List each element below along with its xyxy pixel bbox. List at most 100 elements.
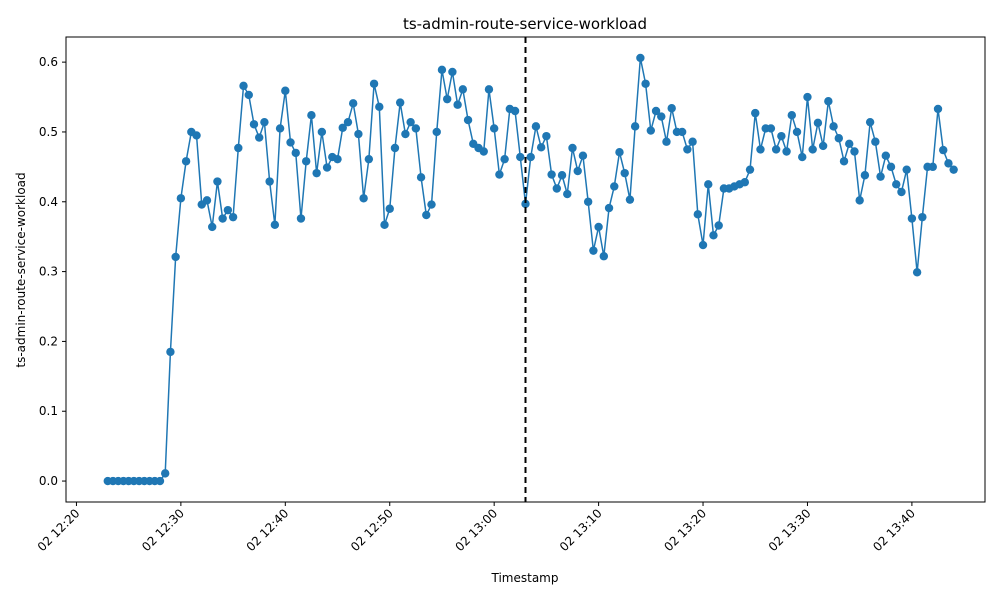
data-point [181,157,191,166]
data-point [448,67,457,77]
x-tick-label: 02 12:20 [35,506,83,554]
data-point [881,151,890,160]
data-point [354,129,363,139]
data-point [307,111,316,120]
data-point [166,347,175,357]
data-point [704,180,713,189]
data-point [542,131,551,141]
x-axis: 02 12:20 02 12:30 02 12:40 02 12:50 02 13:00… [35,502,918,554]
data-point [458,85,468,94]
data-point [223,205,233,215]
data-point [510,106,520,116]
data-point [949,165,958,174]
data-point [771,145,781,154]
data-point [657,112,666,121]
data-point [338,123,347,132]
data-point [521,199,530,209]
data-point [275,124,285,133]
data-point [369,79,379,88]
data-point [239,81,248,91]
data-point [751,108,760,118]
data-point [416,173,426,182]
data-point [395,98,405,107]
data-point [380,220,389,230]
y-tick-label: 0.5 [39,125,58,139]
data-point [646,126,656,135]
data-point [500,154,509,164]
data-point [792,127,802,137]
data-point [756,145,765,154]
data-point [265,177,274,186]
data-point [385,204,394,213]
data-point [886,162,896,172]
x-axis-label: Timestamp [491,571,559,585]
data-point [442,94,452,104]
data-point [636,53,645,63]
data-point [918,212,927,222]
y-tick-label: 0.3 [39,265,58,279]
data-point [745,165,755,174]
series-line [107,57,955,482]
data-point [422,210,431,220]
data-point [333,154,342,164]
data-point [677,127,687,137]
data-point [667,104,676,113]
data-point [557,171,567,180]
x-tick-label: 02 12:50 [348,506,396,554]
data-point [845,139,854,149]
data-point [839,157,849,166]
data-point [291,148,300,158]
y-tick-label: 0.6 [39,55,58,69]
data-point [610,182,619,191]
data-point [260,117,269,127]
data-point [709,231,718,240]
data-point [411,124,421,133]
data-point [834,134,843,143]
data-point [375,102,384,112]
data-point [871,137,880,146]
data-point [808,145,817,154]
x-tick-label: 02 13:20 [661,506,709,554]
y-tick-label: 0.1 [39,404,58,418]
data-point [933,104,943,114]
data-point [766,124,776,133]
data-point [218,214,227,223]
data-point [479,147,488,156]
data-point [213,177,222,186]
data-point [427,200,436,209]
data-point [343,117,353,127]
data-point [860,171,870,180]
data-point [406,117,415,127]
data-point [270,220,280,230]
data-point [568,143,577,153]
data-point [437,65,447,75]
data-point [693,210,703,219]
data-point [563,189,572,199]
data-point [944,159,953,168]
data-point [912,268,922,277]
data-point [234,143,243,153]
y-tick-label: 0.4 [39,195,58,209]
data-point [249,120,259,129]
data-point [907,214,917,223]
data-point [364,154,374,164]
data-point [208,222,217,232]
x-tick-label: 02 12:40 [244,506,292,554]
data-point [651,106,661,116]
data-point [281,86,290,95]
data-point [876,172,885,181]
data-point [244,90,253,100]
data-point [698,240,708,250]
data-point [892,180,901,189]
data-point [489,124,499,133]
data-point [161,469,170,478]
data-point [599,252,609,261]
data-point [740,178,750,187]
data-point [348,99,358,108]
data-point [928,162,937,172]
data-point [714,221,723,230]
data-point [573,166,582,176]
data-point [547,170,556,179]
data-point [359,194,368,203]
